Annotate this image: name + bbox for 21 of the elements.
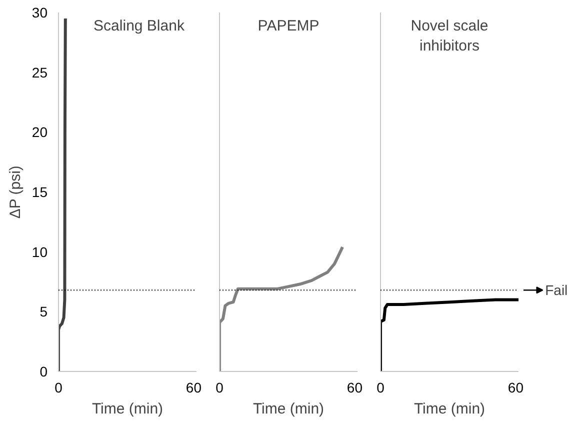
y-tick-label: 30	[32, 4, 48, 20]
x-tick-label: 60	[186, 380, 202, 396]
y-tick-label: 0	[40, 364, 48, 380]
x-tick-label: 0	[216, 380, 224, 396]
x-axis-title: Time (min)	[252, 400, 324, 418]
y-axis-title: ΔP (psi)	[6, 166, 24, 219]
text: Novel scale inhibitors	[410, 17, 488, 55]
y-tick-label: 25	[32, 64, 48, 80]
x-axis-title: Time (min)	[414, 400, 486, 418]
x-tick-label: 60	[346, 380, 363, 396]
y-tick-label: 10	[32, 244, 48, 260]
chart-title: PAPEMP	[258, 17, 320, 34]
x-tick-label: 60	[508, 380, 524, 396]
y-tick-label: 15	[32, 184, 48, 200]
ref-line-label: Fail	[545, 282, 568, 298]
y-tick-label: 20	[32, 124, 48, 140]
y-tick-label: 5	[40, 304, 48, 320]
x-axis-title: Time (min)	[92, 400, 164, 418]
x-tick-label: 0	[54, 380, 63, 396]
chart-title: Scaling Blank	[94, 17, 185, 34]
x-tick-label: 0	[376, 380, 385, 396]
